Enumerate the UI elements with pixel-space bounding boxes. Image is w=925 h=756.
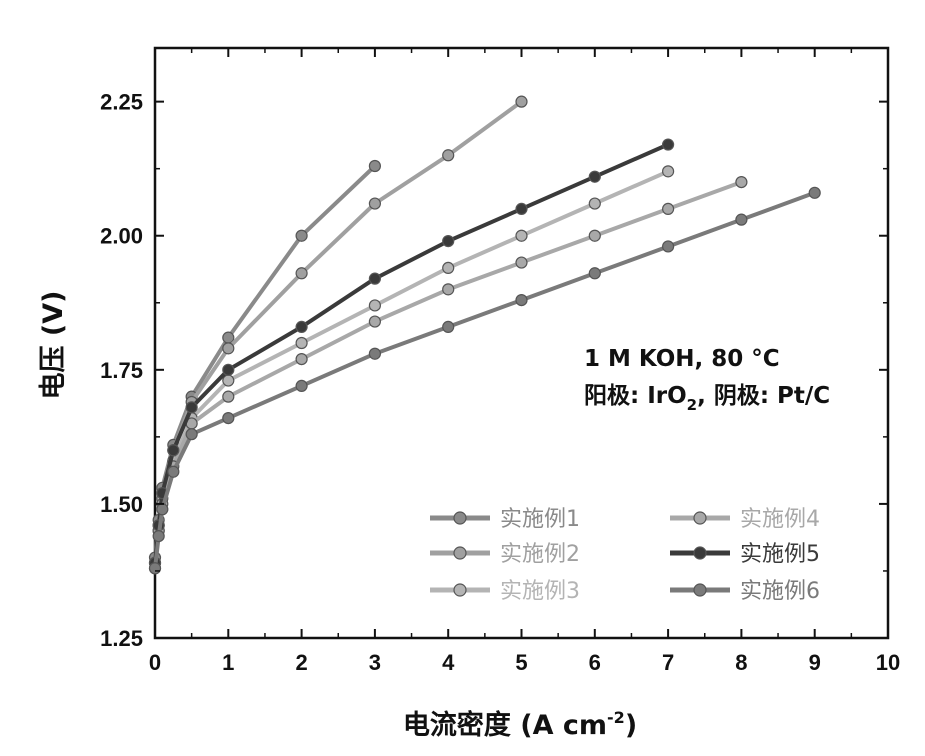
- y-tick-label: 2.00: [100, 224, 143, 249]
- data-point: [808, 186, 821, 199]
- x-tick-label: 1: [222, 650, 234, 675]
- data-point: [661, 202, 675, 216]
- data-point: [368, 159, 381, 173]
- y-tick-label: 1.50: [100, 492, 143, 517]
- data-point: [295, 267, 308, 280]
- data-point: [295, 336, 308, 350]
- series-line: [153, 99, 523, 564]
- legend-label: 实施例3: [500, 579, 580, 604]
- x-tick-label: 10: [876, 650, 900, 675]
- data-point: [735, 175, 748, 189]
- x-tick-label: 2: [295, 650, 307, 675]
- series-2: [148, 95, 528, 570]
- legend-item-6: 实施例6: [670, 579, 820, 604]
- legend-swatch-marker: [693, 546, 707, 560]
- data-point: [222, 363, 235, 376]
- legend-swatch-marker: [693, 583, 707, 597]
- ticks-layer: 0 1 2 3 4 5 6 7 8 9 10 1.25 1.50 1.75 2.00 2.25: [100, 48, 900, 675]
- annotation-electrolyte: 1 M KOH, 80 °C: [584, 346, 780, 372]
- legend-item-2: 实施例2: [430, 542, 580, 567]
- data-point: [442, 234, 455, 248]
- data-point: [295, 352, 308, 366]
- data-point: [515, 95, 528, 108]
- legend-label: 实施例1: [500, 507, 580, 532]
- x-tick-label: 6: [589, 650, 601, 675]
- legend-label: 实施例4: [740, 507, 820, 532]
- data-point: [661, 138, 675, 151]
- data-point: [515, 202, 528, 216]
- data-point: [661, 240, 675, 253]
- legend-swatch-marker: [453, 583, 467, 597]
- series-6: [148, 186, 821, 575]
- data-point: [368, 299, 381, 312]
- annotation-electrodes: 阳极: IrO2, 阴极: Pt/C: [584, 383, 830, 414]
- data-point: [148, 562, 162, 575]
- x-tick-label: 9: [809, 650, 821, 675]
- y-tick-label: 1.75: [100, 358, 143, 383]
- data-point: [588, 267, 601, 280]
- data-point: [295, 379, 308, 393]
- data-point: [167, 465, 180, 478]
- data-point: [442, 261, 455, 275]
- legend-item-4: 实施例4: [670, 507, 820, 532]
- legend-label: 实施例5: [740, 542, 820, 567]
- data-point: [185, 428, 198, 441]
- y-tick-label: 2.25: [100, 90, 143, 115]
- data-point: [515, 256, 528, 269]
- data-point: [368, 197, 381, 210]
- series-line: [153, 190, 816, 569]
- series-layer: [148, 95, 821, 575]
- x-axis-title: 电流密度 (A cm-2): [403, 708, 637, 741]
- data-point: [588, 229, 601, 242]
- legend-item-3: 实施例3: [430, 579, 580, 604]
- data-point: [661, 165, 675, 178]
- data-point: [295, 229, 308, 242]
- legend-item-1: 实施例1: [430, 507, 580, 532]
- data-point: [442, 149, 455, 162]
- data-point: [152, 529, 165, 543]
- x-tick-label: 5: [515, 650, 527, 675]
- data-point: [368, 315, 381, 328]
- data-point: [368, 272, 381, 285]
- legend: 实施例1 实施例2 实施例3 实施例4 实施例5 实施例6: [430, 507, 820, 604]
- x-tick-label: 3: [369, 650, 381, 675]
- data-point: [735, 213, 748, 226]
- data-point: [185, 401, 198, 414]
- legend-swatch-marker: [693, 511, 707, 525]
- legend-swatch-marker: [453, 546, 467, 560]
- data-point: [515, 293, 528, 307]
- legend-label: 实施例6: [740, 579, 820, 604]
- data-point: [295, 320, 308, 334]
- y-tick-label: 1.25: [100, 626, 143, 651]
- data-point: [442, 320, 455, 334]
- data-point: [167, 444, 180, 457]
- legend-swatch-marker: [453, 511, 467, 525]
- data-point: [222, 342, 235, 355]
- x-tick-label: 4: [442, 650, 455, 675]
- data-point: [368, 347, 381, 360]
- data-point: [222, 411, 235, 425]
- data-point: [588, 197, 601, 210]
- legend-item-5: 实施例5: [670, 542, 820, 567]
- data-point: [222, 331, 235, 344]
- x-tick-label: 7: [662, 650, 674, 675]
- data-point: [222, 390, 235, 403]
- y-axis-title: 电压 (V): [38, 291, 69, 400]
- x-tick-label: 8: [735, 650, 747, 675]
- data-point: [515, 229, 528, 242]
- data-point: [588, 170, 601, 183]
- data-point: [222, 374, 235, 387]
- legend-label: 实施例2: [500, 542, 580, 567]
- x-tick-label: 0: [149, 650, 161, 675]
- data-point: [156, 503, 169, 516]
- data-point: [442, 283, 455, 296]
